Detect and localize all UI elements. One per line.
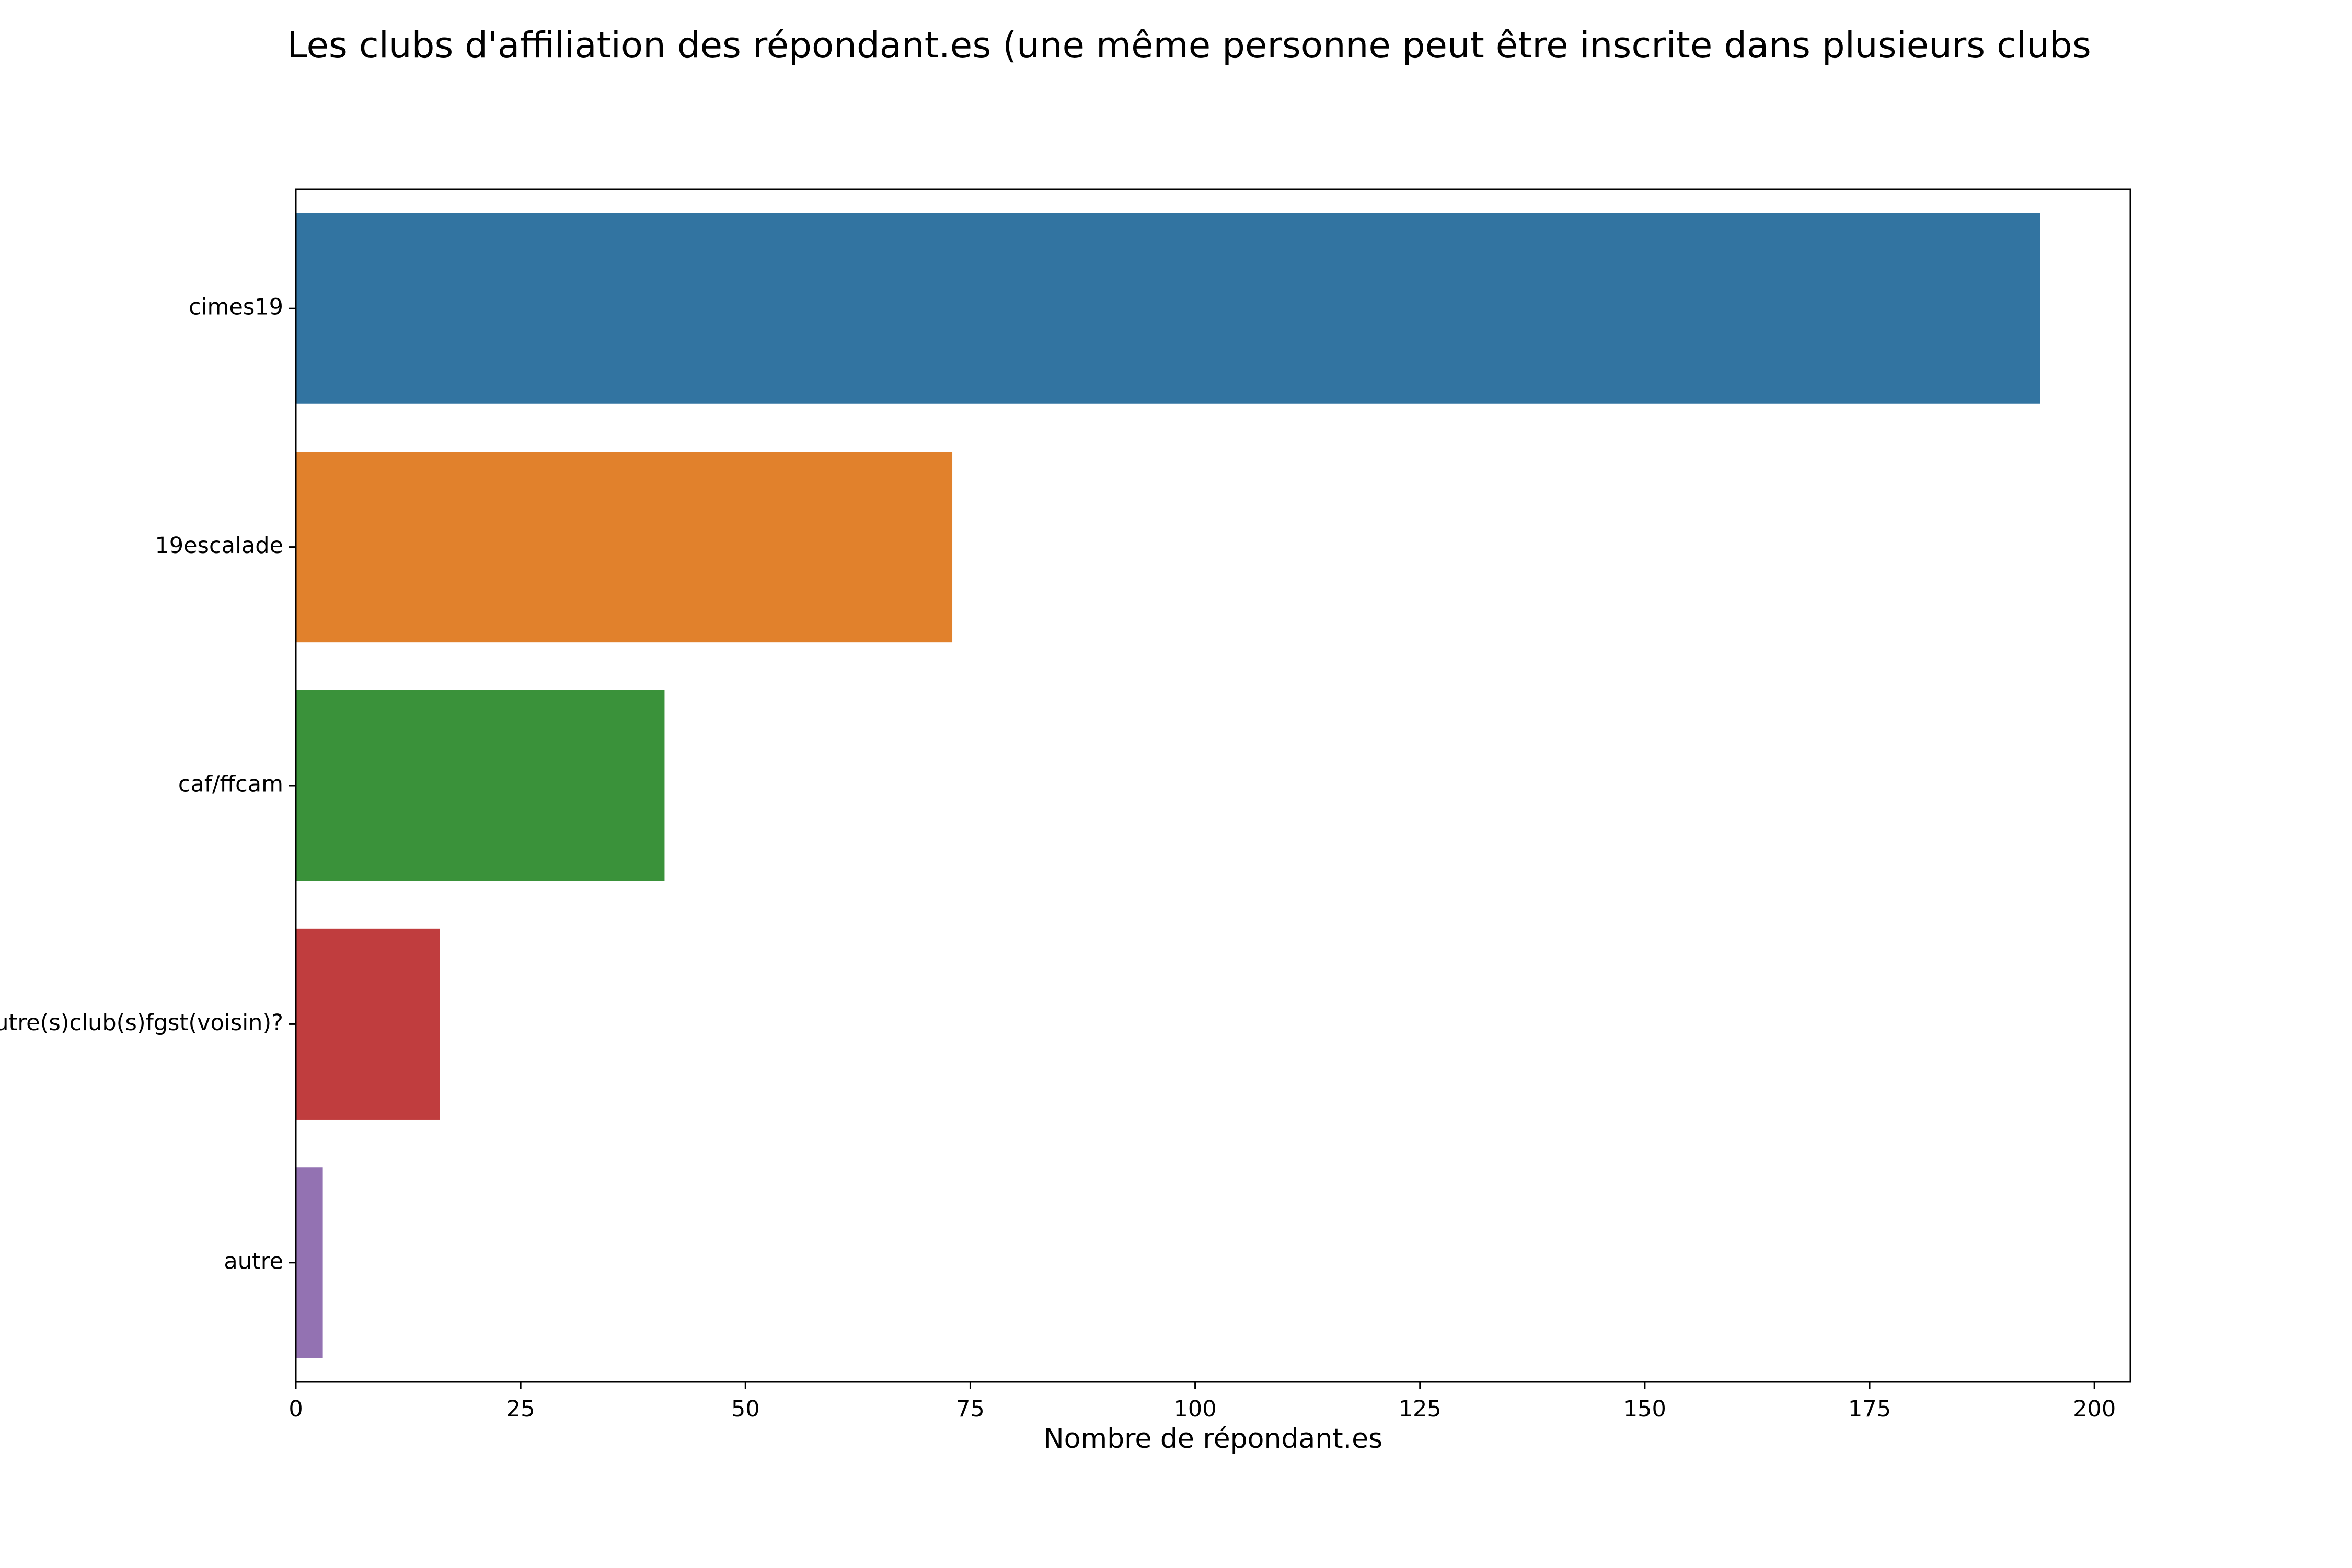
x-tick-label: 125	[1399, 1396, 1442, 1422]
x-tick-label: 0	[289, 1396, 303, 1422]
bars-group	[296, 213, 2040, 1358]
y-tick-label: autre(s)club(s)fgst(voisin)?	[0, 1010, 283, 1036]
bar-cimes19	[296, 213, 2040, 404]
bar-autre	[296, 1167, 323, 1358]
x-tick-label: 150	[1623, 1396, 1666, 1422]
plot-frame	[295, 188, 2131, 1383]
bar-autre-s-club-s-fgst-voisin	[296, 928, 440, 1120]
x-tick-label: 175	[1848, 1396, 1891, 1422]
x-tick-label: 25	[506, 1396, 535, 1422]
y-tick-label: 19escalade	[155, 533, 283, 559]
y-tick-label: cimes19	[189, 294, 283, 320]
y-axis-ticks: cimes19 19escalade caf/ffcam autre(s)club(s…	[0, 294, 296, 1274]
bar-19escalade	[296, 452, 953, 643]
y-tick-label: autre	[224, 1248, 283, 1274]
x-tick-label: 100	[1174, 1396, 1217, 1422]
y-tick-label: caf/ffcam	[178, 771, 283, 798]
bar-caf-ffcam	[296, 690, 665, 881]
chart-title: Les clubs d'affiliation des répondant.es…	[287, 25, 2091, 66]
x-tick-label: 75	[956, 1396, 985, 1422]
x-axis-label: Nombre de répondant.es	[1044, 1423, 1383, 1455]
x-tick-label: 50	[731, 1396, 760, 1422]
x-tick-label: 200	[2073, 1396, 2116, 1422]
x-axis-ticks: 0 25 50 75 100 125 150 175 200	[289, 1382, 2116, 1422]
